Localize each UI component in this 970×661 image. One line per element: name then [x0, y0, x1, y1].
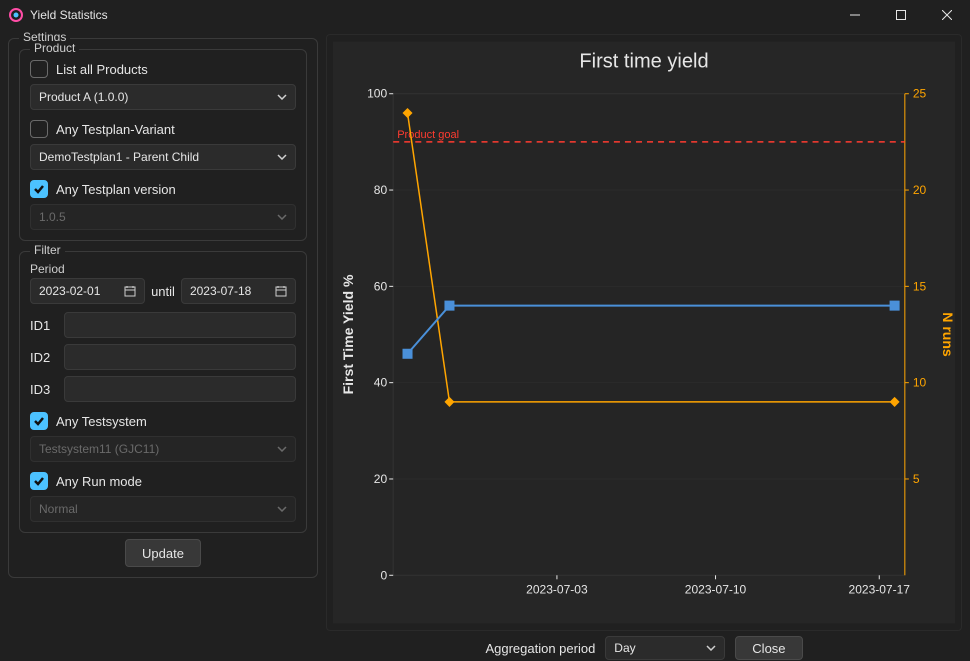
- close-button[interactable]: Close: [735, 636, 802, 660]
- window-title: Yield Statistics: [30, 8, 108, 22]
- chevron-down-icon: [277, 214, 287, 220]
- any-testsystem-checkbox[interactable]: [30, 412, 48, 430]
- chevron-down-icon: [277, 154, 287, 160]
- app-window: Yield Statistics Settings Product List a…: [0, 0, 970, 661]
- svg-text:80: 80: [374, 183, 388, 197]
- date-to-value: 2023-07-18: [190, 284, 251, 298]
- product-group-title: Product: [30, 41, 79, 55]
- svg-text:2023-07-17: 2023-07-17: [849, 582, 911, 596]
- id1-label: ID1: [30, 318, 54, 333]
- svg-text:100: 100: [367, 87, 387, 101]
- version-select: 1.0.5: [30, 204, 296, 230]
- list-all-products-label: List all Products: [56, 62, 148, 77]
- version-select-value: 1.0.5: [39, 210, 66, 224]
- settings-panel: Settings Product List all Products Produ…: [8, 34, 318, 661]
- svg-text:25: 25: [913, 87, 927, 101]
- id2-input[interactable]: [64, 344, 296, 370]
- footer-bar: Aggregation period Day Close: [326, 631, 962, 661]
- aggregation-select[interactable]: Day: [605, 636, 725, 660]
- period-label: Period: [30, 262, 296, 276]
- id3-input[interactable]: [64, 376, 296, 402]
- runmode-select-value: Normal: [39, 502, 78, 516]
- any-version-checkbox[interactable]: [30, 180, 48, 198]
- filter-group-title: Filter: [30, 243, 65, 257]
- svg-text:Product goal: Product goal: [397, 129, 459, 141]
- id1-input[interactable]: [64, 312, 296, 338]
- variant-select[interactable]: DemoTestplan1 - Parent Child: [30, 144, 296, 170]
- any-testsystem-label: Any Testsystem: [56, 414, 147, 429]
- aggregation-label: Aggregation period: [485, 641, 595, 656]
- date-to-input[interactable]: 2023-07-18: [181, 278, 296, 304]
- any-runmode-label: Any Run mode: [56, 474, 142, 489]
- chart-panel-container: First time yield 0 20 40 60 80 100 5 10 15 20 25 202…: [326, 34, 962, 661]
- svg-text:15: 15: [913, 279, 927, 293]
- svg-text:N runs: N runs: [940, 312, 955, 357]
- calendar-icon: [124, 285, 136, 297]
- svg-text:10: 10: [913, 376, 927, 390]
- chevron-down-icon: [706, 645, 716, 651]
- close-window-button[interactable]: [924, 0, 970, 30]
- calendar-icon: [275, 285, 287, 297]
- maximize-button[interactable]: [878, 0, 924, 30]
- list-all-products-checkbox[interactable]: [30, 60, 48, 78]
- svg-text:40: 40: [374, 376, 388, 390]
- svg-text:First time yield: First time yield: [579, 51, 708, 73]
- chart-panel: First time yield 0 20 40 60 80 100 5 10 15 20 25 202…: [326, 34, 962, 631]
- date-from-value: 2023-02-01: [39, 284, 100, 298]
- chevron-down-icon: [277, 94, 287, 100]
- svg-text:0: 0: [380, 568, 387, 582]
- svg-text:2023-07-10: 2023-07-10: [685, 582, 747, 596]
- any-version-label: Any Testplan version: [56, 182, 176, 197]
- svg-text:First Time Yield %: First Time Yield %: [340, 274, 356, 394]
- filter-group: Filter Period 2023-02-01 until 2023-07-1…: [19, 251, 307, 533]
- id2-label: ID2: [30, 350, 54, 365]
- aggregation-value: Day: [614, 641, 635, 655]
- testsystem-select-value: Testsystem11 (GJC11): [39, 442, 159, 456]
- date-from-input[interactable]: 2023-02-01: [30, 278, 145, 304]
- variant-select-value: DemoTestplan1 - Parent Child: [39, 150, 199, 164]
- svg-text:60: 60: [374, 279, 388, 293]
- chevron-down-icon: [277, 446, 287, 452]
- titlebar: Yield Statistics: [0, 0, 970, 30]
- testsystem-select: Testsystem11 (GJC11): [30, 436, 296, 462]
- yield-chart: First time yield 0 20 40 60 80 100 5 10 15 20 25 202…: [333, 41, 955, 624]
- update-button[interactable]: Update: [125, 539, 201, 567]
- product-select[interactable]: Product A (1.0.0): [30, 84, 296, 110]
- any-runmode-checkbox[interactable]: [30, 472, 48, 490]
- svg-text:2023-07-03: 2023-07-03: [526, 582, 588, 596]
- until-label: until: [151, 284, 175, 299]
- product-select-value: Product A (1.0.0): [39, 90, 128, 104]
- minimize-button[interactable]: [832, 0, 878, 30]
- svg-text:20: 20: [374, 472, 388, 486]
- svg-text:5: 5: [913, 472, 920, 486]
- product-group: Product List all Products Product A (1.0…: [19, 49, 307, 241]
- runmode-select: Normal: [30, 496, 296, 522]
- any-variant-label: Any Testplan-Variant: [56, 122, 175, 137]
- app-icon: [8, 7, 24, 23]
- id3-label: ID3: [30, 382, 54, 397]
- svg-text:20: 20: [913, 183, 927, 197]
- chevron-down-icon: [277, 506, 287, 512]
- any-variant-checkbox[interactable]: [30, 120, 48, 138]
- settings-group: Settings Product List all Products Produ…: [8, 38, 318, 578]
